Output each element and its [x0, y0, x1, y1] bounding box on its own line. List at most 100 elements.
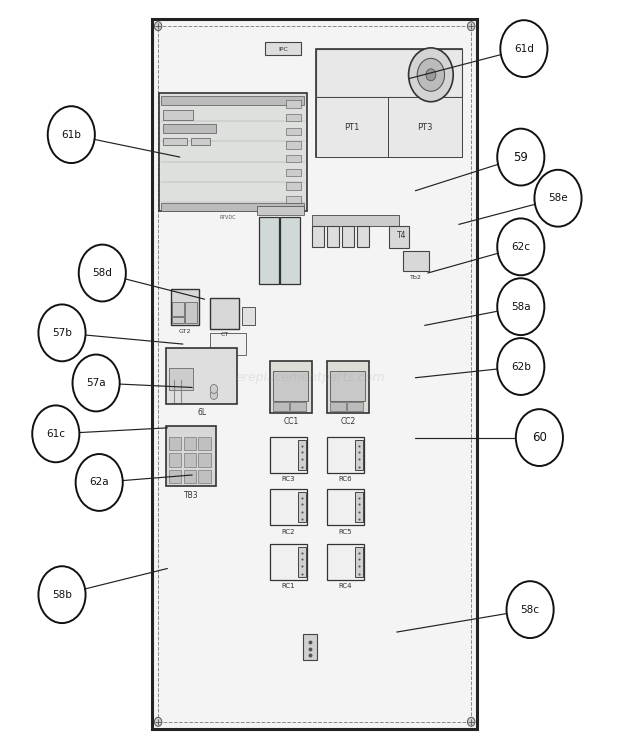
- Text: 60: 60: [532, 431, 547, 444]
- Text: RC4: RC4: [339, 583, 352, 589]
- Text: PT3: PT3: [417, 123, 433, 132]
- Circle shape: [426, 69, 436, 81]
- Bar: [286, 114, 301, 121]
- Circle shape: [507, 581, 554, 638]
- Bar: [259, 217, 279, 284]
- Bar: [198, 437, 211, 450]
- Bar: [265, 42, 301, 55]
- Bar: [316, 49, 462, 97]
- Text: CC2: CC2: [340, 417, 355, 426]
- Bar: [169, 453, 181, 467]
- Bar: [327, 489, 364, 525]
- Bar: [198, 470, 211, 483]
- Bar: [210, 298, 239, 329]
- Text: CC1: CC1: [283, 417, 298, 426]
- Text: RC6: RC6: [339, 476, 352, 482]
- Circle shape: [154, 717, 162, 726]
- Bar: [327, 544, 364, 580]
- Circle shape: [409, 48, 453, 102]
- Bar: [169, 470, 181, 483]
- Bar: [166, 348, 237, 404]
- Bar: [184, 453, 196, 467]
- Circle shape: [210, 390, 218, 399]
- Bar: [327, 361, 369, 413]
- Circle shape: [534, 170, 582, 227]
- Bar: [242, 307, 255, 325]
- Bar: [270, 544, 307, 580]
- Bar: [270, 489, 307, 525]
- Text: 59: 59: [513, 150, 528, 164]
- Circle shape: [497, 129, 544, 186]
- Bar: [170, 289, 199, 325]
- Bar: [210, 333, 246, 355]
- Circle shape: [516, 409, 563, 466]
- Text: ereplacementparts.com: ereplacementparts.com: [235, 371, 385, 384]
- Bar: [327, 437, 364, 473]
- Text: GT2: GT2: [179, 329, 191, 334]
- Bar: [163, 110, 193, 120]
- Bar: [286, 100, 301, 108]
- Bar: [152, 19, 477, 729]
- Bar: [273, 402, 289, 411]
- Text: 58e: 58e: [548, 193, 568, 203]
- Bar: [298, 547, 306, 577]
- Circle shape: [38, 566, 86, 623]
- Text: 58b: 58b: [52, 589, 72, 600]
- Text: RC1: RC1: [281, 583, 295, 589]
- Bar: [355, 547, 363, 577]
- Circle shape: [417, 58, 445, 91]
- Circle shape: [32, 405, 79, 462]
- Bar: [185, 302, 197, 323]
- Bar: [286, 183, 301, 190]
- Bar: [403, 251, 429, 271]
- Circle shape: [73, 355, 120, 411]
- Circle shape: [497, 278, 544, 335]
- Bar: [257, 206, 304, 215]
- Circle shape: [76, 454, 123, 511]
- Bar: [163, 124, 216, 133]
- Bar: [388, 97, 462, 157]
- Circle shape: [79, 245, 126, 301]
- Text: CT: CT: [220, 332, 229, 337]
- Bar: [184, 437, 196, 450]
- Text: Tb2: Tb2: [410, 275, 422, 280]
- Text: 61b: 61b: [61, 129, 81, 140]
- Bar: [286, 141, 301, 149]
- Bar: [327, 226, 339, 247]
- Bar: [303, 634, 317, 660]
- Text: 6L: 6L: [198, 408, 206, 417]
- Bar: [158, 26, 471, 722]
- Circle shape: [210, 384, 218, 393]
- Text: 61d: 61d: [514, 43, 534, 54]
- Bar: [273, 371, 308, 401]
- Circle shape: [497, 218, 544, 275]
- Bar: [286, 196, 301, 203]
- Bar: [286, 128, 301, 135]
- Bar: [172, 317, 184, 323]
- Bar: [286, 155, 301, 162]
- Bar: [342, 226, 354, 247]
- Text: RC5: RC5: [339, 529, 352, 535]
- Text: IPC: IPC: [278, 47, 288, 52]
- Bar: [330, 402, 346, 411]
- Bar: [355, 492, 363, 522]
- Bar: [169, 368, 193, 390]
- Text: 61c: 61c: [46, 429, 65, 439]
- Bar: [161, 203, 304, 211]
- Bar: [312, 226, 324, 247]
- Text: 58a: 58a: [511, 301, 531, 312]
- Bar: [270, 361, 312, 413]
- Bar: [270, 437, 307, 473]
- Bar: [169, 437, 181, 450]
- Bar: [347, 402, 363, 411]
- Bar: [298, 440, 306, 470]
- Bar: [330, 371, 365, 401]
- Bar: [316, 97, 388, 157]
- Circle shape: [467, 717, 475, 726]
- Circle shape: [467, 22, 475, 31]
- Bar: [312, 215, 399, 226]
- Text: TB3: TB3: [184, 491, 198, 500]
- Bar: [280, 217, 300, 284]
- Text: 62a: 62a: [89, 477, 109, 488]
- Bar: [356, 226, 369, 247]
